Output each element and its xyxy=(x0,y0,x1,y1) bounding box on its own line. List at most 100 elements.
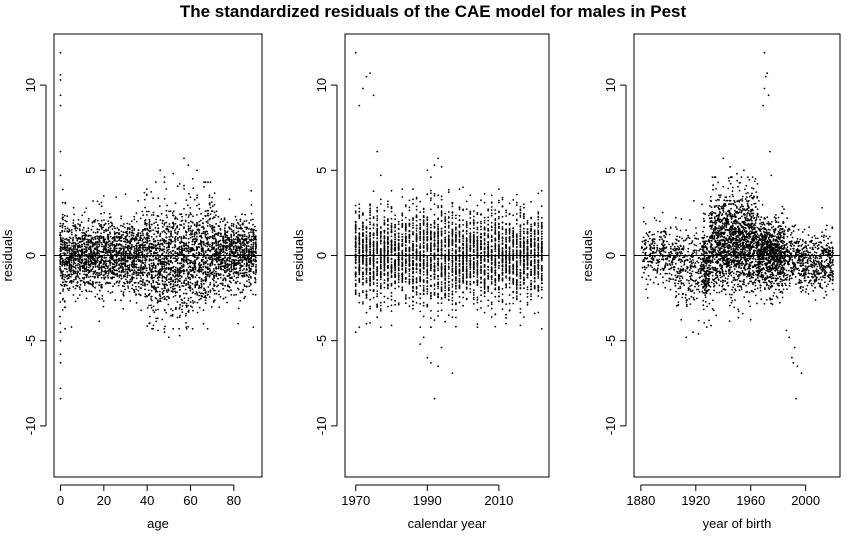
data-point xyxy=(85,289,87,291)
data-point xyxy=(161,280,164,283)
data-point xyxy=(74,225,77,228)
data-point xyxy=(239,248,241,251)
data-point xyxy=(91,225,94,228)
data-point xyxy=(186,204,189,207)
data-point xyxy=(113,239,116,242)
data-point xyxy=(239,291,242,294)
data-point xyxy=(85,207,88,210)
data-point xyxy=(85,273,87,276)
data-point xyxy=(87,229,90,232)
data-point xyxy=(241,250,244,253)
data-point xyxy=(387,305,389,308)
data-point xyxy=(221,265,224,268)
data-point xyxy=(80,250,83,253)
data-point xyxy=(189,207,192,209)
data-point xyxy=(187,252,190,255)
data-point xyxy=(100,212,102,215)
data-point xyxy=(62,222,65,225)
data-point xyxy=(135,260,138,262)
data-point xyxy=(161,268,163,271)
data-point xyxy=(123,285,125,288)
data-point xyxy=(211,242,214,245)
data-point xyxy=(241,291,244,293)
data-point xyxy=(62,237,64,240)
data-point xyxy=(118,233,121,236)
data-point xyxy=(218,293,220,296)
data-point xyxy=(191,231,194,233)
data-point xyxy=(120,217,122,220)
data-point xyxy=(147,289,150,292)
data-point xyxy=(213,230,216,233)
data-point xyxy=(354,246,357,249)
data-point xyxy=(81,232,84,234)
data-point xyxy=(237,276,240,278)
data-point xyxy=(61,309,64,311)
data-point xyxy=(226,301,229,304)
data-point xyxy=(64,306,67,309)
data-point xyxy=(126,222,129,225)
residual-points xyxy=(354,51,543,400)
data-point xyxy=(72,250,74,253)
data-point xyxy=(240,251,242,254)
data-point xyxy=(148,266,151,269)
data-point xyxy=(142,248,145,251)
data-point xyxy=(383,295,386,298)
data-point xyxy=(365,228,368,230)
data-point xyxy=(252,241,255,244)
data-point xyxy=(61,263,64,265)
data-point xyxy=(207,236,209,239)
data-point xyxy=(163,263,166,266)
data-point xyxy=(202,273,205,275)
data-point xyxy=(64,247,66,250)
data-point xyxy=(198,203,200,206)
data-point xyxy=(145,224,148,227)
data-point xyxy=(209,225,212,228)
data-point xyxy=(70,261,73,264)
data-point xyxy=(142,238,144,241)
data-point xyxy=(62,218,64,221)
data-point xyxy=(362,246,364,248)
data-point xyxy=(176,259,179,262)
data-point xyxy=(163,248,165,251)
data-point xyxy=(148,258,151,260)
data-point xyxy=(218,259,220,262)
data-point xyxy=(369,280,371,283)
data-point xyxy=(254,260,257,263)
data-point xyxy=(137,256,140,259)
data-point xyxy=(94,275,96,278)
data-point xyxy=(237,322,240,325)
data-point xyxy=(213,242,216,245)
data-point xyxy=(145,295,148,298)
data-point xyxy=(198,294,200,297)
data-point xyxy=(104,257,107,259)
data-point xyxy=(113,231,116,233)
data-point xyxy=(165,298,168,301)
data-point xyxy=(193,271,196,273)
data-point xyxy=(117,260,120,263)
data-point xyxy=(192,302,195,304)
data-point xyxy=(61,284,63,287)
data-point xyxy=(165,271,168,274)
data-point xyxy=(181,305,184,307)
data-point xyxy=(249,250,252,253)
data-point xyxy=(72,222,75,224)
data-point xyxy=(166,216,169,219)
data-point xyxy=(65,280,68,283)
data-point xyxy=(168,248,170,251)
data-point xyxy=(100,201,103,204)
data-point xyxy=(163,230,165,232)
data-point xyxy=(209,213,212,216)
data-point xyxy=(390,226,393,229)
data-point xyxy=(104,276,107,279)
data-point xyxy=(383,279,386,281)
data-point xyxy=(390,228,393,231)
data-point xyxy=(219,239,222,242)
data-point xyxy=(383,209,386,212)
data-point xyxy=(228,246,231,249)
data-point xyxy=(120,277,123,280)
data-point xyxy=(250,204,253,206)
data-point xyxy=(115,259,118,262)
data-point xyxy=(176,262,179,264)
data-point xyxy=(116,261,118,264)
data-point xyxy=(354,204,357,207)
